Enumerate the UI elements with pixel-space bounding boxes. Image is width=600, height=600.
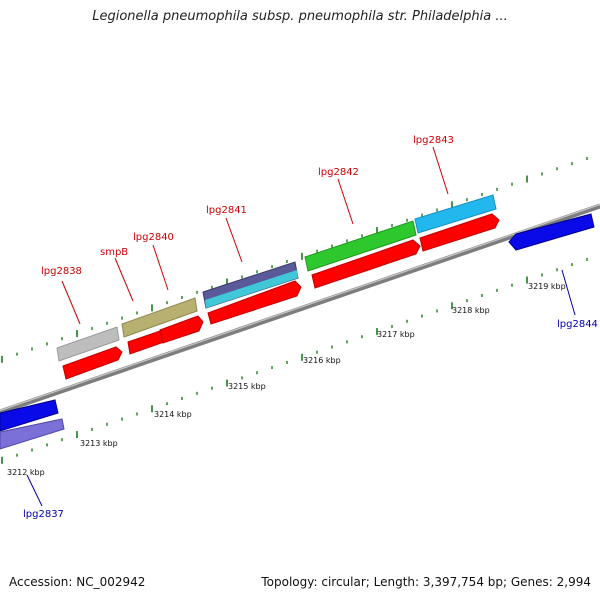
cds-arrow-lpg2843[interactable] bbox=[419, 213, 500, 252]
feature-lpg2838[interactable] bbox=[56, 326, 120, 362]
leader-lpg2837 bbox=[26, 474, 43, 507]
gene-label-lpg2841[interactable]: lpg2841 bbox=[206, 205, 247, 216]
feature-lpg2842[interactable] bbox=[304, 220, 417, 272]
ruler-label-3219: 3219 kbp bbox=[528, 282, 566, 291]
leader-lpg2840 bbox=[152, 244, 169, 291]
feature-lpg2841-band bbox=[205, 270, 298, 308]
cds-arrow-lpg2838[interactable] bbox=[62, 346, 123, 380]
leader-smpB bbox=[114, 257, 134, 302]
gene-label-lpg2843[interactable]: lpg2843 bbox=[413, 135, 454, 146]
gene-label-lpg2837[interactable]: lpg2837 bbox=[23, 509, 64, 520]
ruler-label-3213: 3213 kbp bbox=[80, 439, 118, 448]
topology-summary-text: Topology: circular; Length: 3,397,754 bp… bbox=[261, 575, 591, 589]
leader-lpg2844 bbox=[561, 269, 576, 316]
feature-smpB[interactable] bbox=[121, 297, 198, 338]
feature-track bbox=[56, 194, 497, 362]
cds-arrow-lpg2837[interactable] bbox=[0, 399, 59, 432]
leader-lpg2838 bbox=[61, 280, 81, 325]
gene-label-lpg2844[interactable]: lpg2844 bbox=[557, 319, 598, 330]
gene-label-lpg2842[interactable]: lpg2842 bbox=[318, 167, 359, 178]
ruler-label-3216: 3216 kbp bbox=[303, 356, 341, 365]
plus-strand-cds bbox=[62, 213, 500, 380]
genome-axis bbox=[0, 203, 600, 415]
gene-label-lpg2838[interactable]: lpg2838 bbox=[41, 266, 82, 277]
leader-lpg2842 bbox=[337, 178, 354, 225]
ruler-labels: 3212 kbp 3213 kbp 3214 kbp 3215 kbp 3216… bbox=[7, 282, 566, 477]
cds-arrow-lpg2840[interactable] bbox=[159, 315, 204, 344]
ruler-label-3215: 3215 kbp bbox=[228, 382, 266, 391]
label-leaders bbox=[26, 146, 576, 507]
gene-labels: lpg2838 smpB lpg2840 lpg2841 lpg2842 lpg… bbox=[23, 135, 598, 520]
feature-lpg2837[interactable] bbox=[0, 418, 65, 450]
leader-lpg2841 bbox=[225, 217, 243, 263]
accession-text: Accession: NC_002942 bbox=[9, 575, 146, 589]
genome-title: Legionella pneumophila subsp. pneumophil… bbox=[92, 9, 508, 24]
ruler-label-3217: 3217 kbp bbox=[377, 330, 415, 339]
ruler-label-3214: 3214 kbp bbox=[154, 410, 192, 419]
ruler-label-3212: 3212 kbp bbox=[7, 468, 45, 477]
ruler-label-3218: 3218 kbp bbox=[452, 306, 490, 315]
minus-strand-cds bbox=[0, 213, 595, 450]
genome-axis-highlight bbox=[0, 203, 600, 412]
cds-arrow-lpg2842[interactable] bbox=[311, 239, 421, 289]
feature-lpg2843[interactable] bbox=[414, 194, 497, 234]
gene-label-smpB[interactable]: smpB bbox=[100, 247, 128, 258]
cds-arrow-lpg2844[interactable] bbox=[508, 213, 595, 251]
leader-lpg2843 bbox=[432, 146, 449, 195]
gene-label-lpg2840[interactable]: lpg2840 bbox=[133, 232, 174, 243]
cds-arrow-lpg2841[interactable] bbox=[207, 280, 302, 325]
upper-tick-row bbox=[1, 156, 588, 363]
lower-tick-row bbox=[1, 257, 588, 464]
